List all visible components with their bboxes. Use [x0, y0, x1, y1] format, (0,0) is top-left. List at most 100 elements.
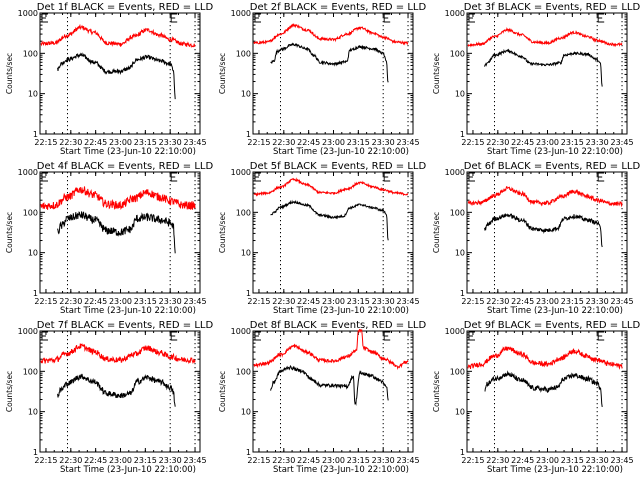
x-tick-label: 23:00 — [109, 456, 132, 465]
events-series-line — [57, 52, 176, 100]
panel-title: Det 7f BLACK = Events, RED = LLD — [37, 320, 214, 331]
y-tick-label: 1 — [246, 289, 251, 298]
x-tick-label: 22:15 — [461, 138, 484, 147]
y-axis-label: Counts/sec — [5, 53, 14, 94]
interval-marker-icon — [383, 13, 391, 23]
y-tick-label: 10 — [241, 249, 251, 258]
plot-panel-7: Det 7f BLACK = Events, RED = LLD 1 10 100 10… — [5, 320, 213, 475]
x-axis-label: Start Time (23-Jun-10 22:10:00) — [60, 147, 196, 157]
x-tick-label: 23:30 — [159, 456, 182, 465]
interval-marker-icon — [254, 331, 261, 341]
x-tick-label: 23:15 — [134, 297, 157, 306]
x-tick-label: 23:00 — [109, 297, 132, 306]
x-tick-label: 23:00 — [536, 456, 559, 465]
x-tick-label: 22:30 — [486, 297, 509, 306]
x-axis-label: Start Time (23-Jun-10 22:10:00) — [487, 465, 623, 475]
x-tick-label: 22:30 — [59, 297, 82, 306]
lld-series-line — [467, 186, 623, 208]
x-tick-label: 22:45 — [511, 297, 534, 306]
x-tick-label: 23:00 — [109, 138, 132, 147]
x-tick-label: 23:15 — [561, 456, 584, 465]
y-tick-label: 1 — [33, 448, 38, 457]
plot-panel-4: Det 4f BLACK = Events, RED = LLD 1 10 100 10… — [5, 161, 213, 316]
x-tick-label: 22:45 — [84, 138, 107, 147]
panel-title: Det 5f BLACK = Events, RED = LLD — [250, 161, 427, 172]
x-tick-label: 22:15 — [34, 138, 57, 147]
x-tick-label: 22:45 — [297, 456, 320, 465]
y-tick-label: 1000 — [445, 168, 465, 177]
axes-frame — [252, 330, 414, 453]
events-series-line — [270, 42, 389, 83]
x-tick-label: 23:00 — [536, 297, 559, 306]
x-tick-label: 23:15 — [347, 297, 370, 306]
x-tick-label: 23:30 — [159, 138, 182, 147]
y-tick-label: 1000 — [445, 327, 465, 336]
x-tick-label: 23:15 — [347, 456, 370, 465]
y-tick-label: 1 — [460, 289, 465, 298]
x-tick-label: 23:45 — [183, 297, 206, 306]
x-tick-label: 23:45 — [183, 138, 206, 147]
y-tick-label: 1000 — [231, 327, 251, 336]
panel-title: Det 2f BLACK = Events, RED = LLD — [250, 2, 427, 13]
y-tick-label: 1 — [246, 448, 251, 457]
x-tick-label: 23:45 — [396, 297, 419, 306]
interval-marker-icon — [170, 331, 178, 341]
lld-series-line — [253, 23, 409, 46]
interval-marker-icon — [170, 172, 178, 182]
y-tick-label: 10 — [455, 408, 465, 417]
x-tick-label: 23:00 — [322, 138, 345, 147]
events-series-line — [57, 373, 176, 407]
y-tick-label: 1 — [460, 130, 465, 139]
x-tick-label: 22:45 — [84, 297, 107, 306]
x-tick-label: 22:45 — [297, 138, 320, 147]
y-tick-label: 1000 — [231, 168, 251, 177]
lld-series-line — [40, 186, 196, 211]
x-tick-label: 23:45 — [610, 297, 633, 306]
axes-frame — [466, 171, 628, 294]
x-tick-label: 22:45 — [84, 456, 107, 465]
y-axis-label: Counts/sec — [432, 53, 441, 94]
x-tick-label: 23:45 — [396, 456, 419, 465]
x-tick-label: 22:30 — [272, 456, 295, 465]
y-tick-label: 10 — [28, 249, 38, 258]
x-tick-label: 23:45 — [610, 456, 633, 465]
x-axis-label: Start Time (23-Jun-10 22:10:00) — [60, 465, 196, 475]
x-tick-label: 22:15 — [461, 456, 484, 465]
lld-series-line — [253, 177, 409, 197]
y-tick-label: 100 — [450, 208, 465, 217]
y-tick-label: 10 — [28, 90, 38, 99]
y-tick-label: 100 — [236, 208, 251, 217]
panel-title: Det 4f BLACK = Events, RED = LLD — [37, 161, 214, 172]
interval-marker-icon — [254, 172, 261, 182]
plot-panel-2: Det 2f BLACK = Events, RED = LLD 1 10 100 10… — [218, 2, 426, 157]
interval-marker-icon — [383, 331, 391, 341]
y-tick-label: 1000 — [231, 9, 251, 18]
events-series-line — [57, 211, 176, 254]
plot-panel-1: Det 1f BLACK = Events, RED = LLD 1 10 100 10… — [5, 2, 213, 157]
events-series-line — [270, 199, 389, 241]
x-tick-label: 22:45 — [511, 138, 534, 147]
axes-frame — [39, 330, 201, 453]
y-tick-label: 1000 — [18, 327, 38, 336]
y-tick-label: 10 — [455, 90, 465, 99]
x-tick-label: 22:30 — [59, 456, 82, 465]
x-tick-label: 23:45 — [183, 456, 206, 465]
x-tick-label: 23:30 — [586, 456, 609, 465]
x-tick-label: 23:00 — [322, 456, 345, 465]
x-tick-label: 23:15 — [347, 138, 370, 147]
y-axis-label: Counts/sec — [5, 212, 14, 253]
lld-series-line — [467, 346, 623, 370]
x-tick-label: 22:15 — [34, 456, 57, 465]
axes-frame — [466, 12, 628, 135]
panel-title: Det 3f BLACK = Events, RED = LLD — [464, 2, 640, 13]
y-tick-label: 100 — [23, 367, 38, 376]
y-axis-label: Counts/sec — [218, 371, 227, 412]
axes-frame — [252, 171, 414, 294]
x-axis-label: Start Time (23-Jun-10 22:10:00) — [273, 465, 409, 475]
panel-title: Det 6f BLACK = Events, RED = LLD — [464, 161, 640, 172]
x-axis-label: Start Time (23-Jun-10 22:10:00) — [487, 306, 623, 316]
axes-frame — [39, 12, 201, 135]
x-axis-label: Start Time (23-Jun-10 22:10:00) — [487, 147, 623, 157]
y-axis-label: Counts/sec — [432, 212, 441, 253]
panel-title: Det 1f BLACK = Events, RED = LLD — [37, 2, 214, 13]
